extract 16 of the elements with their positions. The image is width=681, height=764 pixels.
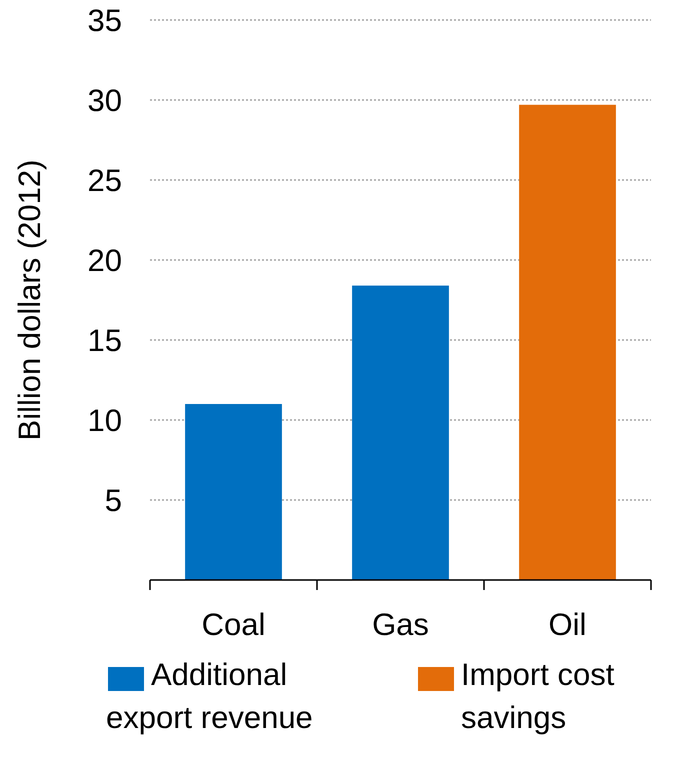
y-tick-label: 10 (88, 402, 122, 438)
y-tick-label: 30 (88, 82, 122, 118)
y-tick-label: 15 (88, 322, 122, 358)
y-axis-title: Billion dollars (2012) (12, 160, 47, 440)
legend-label: Additional export revenue (106, 657, 313, 735)
x-tick-label: Gas (372, 607, 429, 642)
x-tick-label: Coal (202, 607, 266, 642)
y-tick-label: 25 (88, 162, 122, 198)
x-tick-label: Oil (548, 607, 586, 642)
y-tick-label: 35 (88, 2, 122, 38)
bar (519, 104, 616, 580)
y-tick-label: 20 (88, 242, 122, 278)
y-tick-label: 5 (104, 482, 122, 518)
bar (352, 286, 449, 580)
legend-label: Import cost savings (461, 657, 615, 735)
bar (185, 404, 282, 580)
